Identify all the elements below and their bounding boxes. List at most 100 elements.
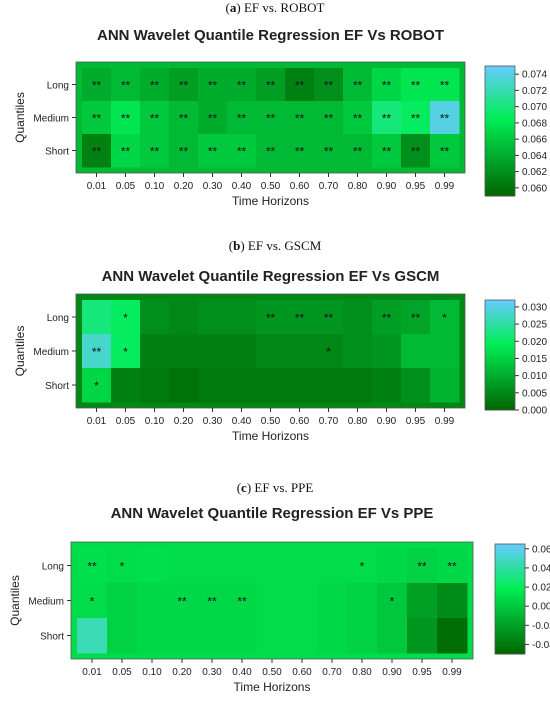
- colorbar-segment: [485, 118, 515, 122]
- colorbar-segment: [485, 127, 515, 132]
- heatmap-cell: [401, 134, 431, 168]
- heatmap-cell: [372, 68, 402, 102]
- heatmap-cell: [77, 583, 108, 619]
- colorbar-segment: [485, 302, 515, 306]
- colorbar-segment: [495, 563, 525, 567]
- heatmap-cell: [372, 368, 402, 403]
- heatmap-cell: [140, 68, 170, 102]
- colorbar-segment: [485, 163, 515, 168]
- x-axis-label: Time Horizons: [234, 680, 311, 694]
- colorbar-segment: [495, 634, 525, 638]
- significance-mark: **: [121, 112, 131, 126]
- heatmap-cell: [401, 368, 431, 403]
- significance-mark: **: [92, 112, 102, 126]
- colorbar-segment: [495, 568, 525, 572]
- colorbar: 0.060 0.062 0.064 0.066 0.068 0.070 0.072 0.074: [484, 65, 547, 197]
- colorbar-tick-label: -0.04: [532, 640, 550, 651]
- colorbar-segment: [485, 338, 515, 342]
- colorbar-segment: [495, 621, 525, 625]
- heatmap-cell: [317, 618, 348, 654]
- colorbar-tick-label: 0.070: [522, 102, 547, 113]
- colorbar-tick-label: 0.005: [522, 388, 547, 399]
- significance-mark: **: [266, 79, 276, 93]
- significance-mark: **: [295, 145, 305, 159]
- heatmap-cell: [197, 583, 228, 619]
- heatmap-cell: [256, 368, 286, 403]
- heatmap-cell: [377, 618, 408, 654]
- colorbar-segment: [495, 648, 525, 652]
- x-tick-label: 0.40: [232, 416, 252, 427]
- heatmap-cell: [107, 583, 138, 619]
- heatmap-cell: [137, 548, 168, 584]
- colorbar-segment: [495, 651, 525, 655]
- colorbar-segment: [485, 313, 515, 317]
- colorbar-segment: [485, 186, 515, 190]
- colorbar-segment: [485, 360, 515, 364]
- significance-mark: *: [326, 345, 331, 359]
- heatmap-cell: [256, 334, 286, 369]
- significance-mark: **: [382, 311, 392, 325]
- x-axis-label: Time Horizons: [232, 194, 309, 208]
- heatmap-cell: [82, 101, 112, 135]
- heatmap-cell: [343, 300, 373, 335]
- heatmap-cell: [343, 368, 373, 403]
- heatmap-cell: [430, 300, 460, 335]
- heatmap-cell: [198, 334, 228, 369]
- colorbar-segment: [485, 179, 515, 184]
- colorbar-segment: [485, 111, 515, 116]
- x-tick-label: 0.90: [377, 416, 397, 427]
- heatmap-cell: [137, 583, 168, 619]
- colorbar-segment: [485, 85, 515, 90]
- colorbar-tick-label: 0.062: [522, 167, 547, 178]
- heatmap-cell: [285, 334, 315, 369]
- colorbar-segment: [485, 98, 515, 103]
- y-tick-label: Short: [45, 381, 69, 392]
- significance-mark: **: [237, 112, 247, 126]
- heatmap-cell: [285, 134, 315, 168]
- x-tick-label: 0.90: [377, 181, 397, 192]
- heatmap-cell: [317, 548, 348, 584]
- heatmap-cell: [372, 300, 402, 335]
- chart-title: ANN Wavelet Quantile Regression EF Vs RO…: [97, 27, 444, 44]
- colorbar-segment: [485, 341, 515, 345]
- colorbar-segment: [485, 357, 515, 361]
- significance-mark: **: [179, 112, 189, 126]
- significance-mark: *: [123, 345, 128, 359]
- heatmap-cell: [227, 618, 258, 654]
- significance-mark: **: [411, 311, 421, 325]
- heatmap-cell: [347, 618, 378, 654]
- colorbar-tick-label: 0.074: [522, 70, 547, 81]
- y-tick-label: Medium: [28, 597, 64, 608]
- heatmap-cell: [437, 618, 468, 654]
- heatmap-cell: [377, 583, 408, 619]
- heatmap-cell: [227, 583, 258, 619]
- significance-mark: *: [360, 560, 365, 574]
- heatmap-cell: [227, 300, 257, 335]
- heatmap-cell: [256, 101, 286, 135]
- colorbar-segment: [485, 316, 515, 320]
- heatmap-cell: [257, 618, 288, 654]
- colorbar-segment: [495, 560, 525, 564]
- heatmap-cell: [197, 548, 228, 584]
- colorbar-segment: [485, 69, 515, 73]
- x-tick-label: 0.60: [292, 667, 312, 678]
- y-axis-label: Quantiles: [13, 326, 27, 377]
- x-tick-label: 0.20: [172, 667, 192, 678]
- colorbar-segment: [485, 346, 515, 350]
- significance-mark: **: [353, 79, 363, 93]
- heatmap-cell: [111, 68, 141, 102]
- colorbar-segment: [485, 352, 515, 356]
- x-tick-label: 0.05: [116, 416, 136, 427]
- significance-mark: **: [411, 79, 421, 93]
- colorbar-segment: [485, 192, 515, 197]
- heatmap-cell: [285, 101, 315, 135]
- x-tick-label: 0.05: [116, 181, 136, 192]
- colorbar-segment: [485, 176, 515, 181]
- heatmap-cell: [343, 334, 373, 369]
- x-tick-label: 0.30: [203, 181, 223, 192]
- x-tick-label: 0.30: [202, 667, 222, 678]
- heatmap-cell: [430, 334, 460, 369]
- y-tick-label: Long: [42, 562, 64, 573]
- caption-text: EF vs. GSCM: [244, 238, 322, 253]
- heatmap-cell: [137, 618, 168, 654]
